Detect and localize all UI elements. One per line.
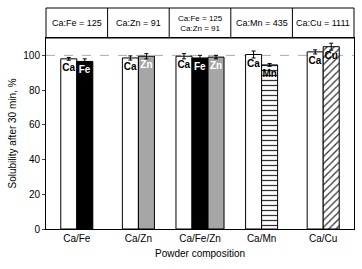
svg-text:Ca/Fe: Ca/Fe	[63, 233, 91, 244]
svg-text:Cu: Cu	[325, 50, 338, 61]
svg-text:Fe: Fe	[79, 64, 91, 75]
svg-text:Solubility after 30 min, %: Solubility after 30 min, %	[7, 78, 18, 188]
svg-text:Zn: Zn	[210, 60, 222, 71]
svg-text:Ca: Ca	[177, 59, 190, 70]
svg-text:Ca:Cu = 1111: Ca:Cu = 1111	[296, 18, 350, 28]
svg-text:Ca/Cu: Ca/Cu	[309, 233, 337, 244]
svg-text:60: 60	[29, 119, 41, 130]
svg-text:Ca/Mn: Ca/Mn	[247, 233, 276, 244]
svg-text:Ca:Zn = 91: Ca:Zn = 91	[116, 18, 161, 28]
svg-text:Ca: Ca	[124, 61, 137, 72]
svg-text:Mn: Mn	[262, 68, 276, 79]
svg-text:Ca:Fe = 125Ca:Zn = 91: Ca:Fe = 125Ca:Zn = 91	[178, 14, 223, 33]
svg-text:Powder composition: Powder composition	[155, 248, 245, 259]
svg-text:Ca: Ca	[247, 58, 260, 69]
svg-text:Ca: Ca	[62, 62, 75, 73]
svg-text:Fe: Fe	[194, 61, 206, 72]
svg-text:Ca:Fe = 125: Ca:Fe = 125	[52, 18, 102, 28]
svg-text:Zn: Zn	[140, 59, 152, 70]
svg-text:Ca:Mn = 435: Ca:Mn = 435	[236, 18, 288, 28]
svg-text:80: 80	[29, 85, 41, 96]
svg-text:20: 20	[29, 189, 41, 200]
svg-text:100: 100	[23, 50, 40, 61]
svg-text:Ca/Fe/Zn: Ca/Fe/Zn	[179, 233, 221, 244]
svg-text:40: 40	[29, 154, 41, 165]
svg-text:Ca: Ca	[309, 55, 322, 66]
svg-text:Ca/Zn: Ca/Zn	[125, 233, 152, 244]
svg-text:0: 0	[34, 224, 40, 235]
